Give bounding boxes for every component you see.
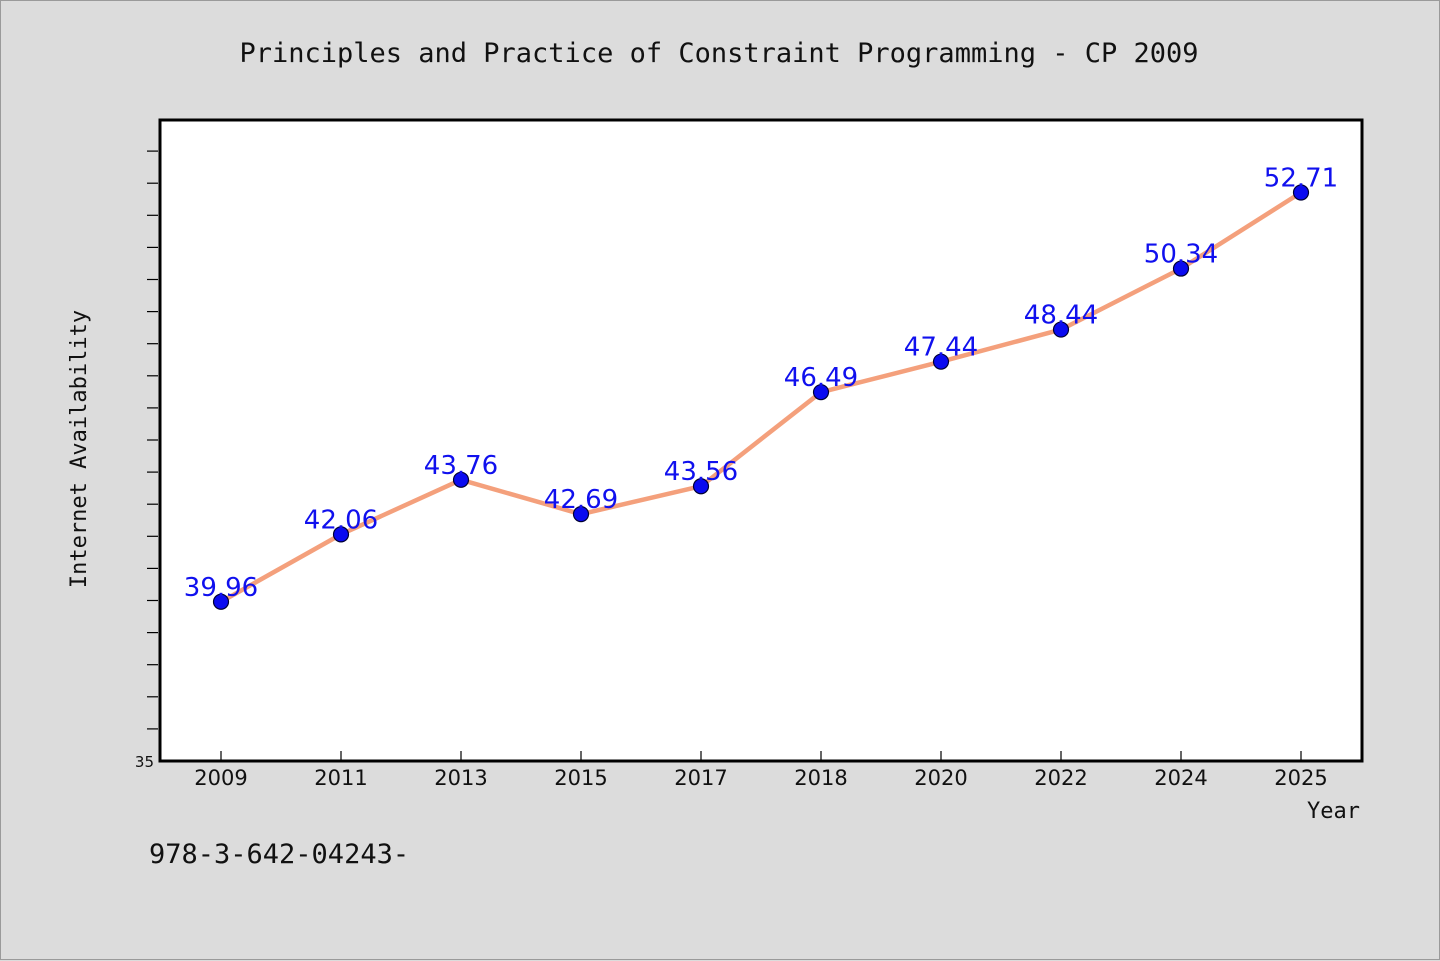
data-point (572, 506, 590, 523)
data-point (1052, 321, 1070, 338)
data-label: 52.71 (1264, 164, 1338, 194)
data-point (452, 471, 470, 488)
data-point (812, 384, 830, 401)
y-tick-label: 35 (135, 753, 154, 771)
data-labels: 39.96 42.06 43.76 42.69 43.56 46.49 47.44 48.44… (184, 164, 1338, 603)
data-label: 46.49 (784, 363, 858, 393)
data-point (332, 526, 350, 543)
data-label: 39.96 (184, 573, 258, 603)
y-axis-ticks: 35 (135, 150, 158, 771)
chart-title: Principles and Practice of Constraint Pr… (239, 38, 1198, 69)
footnote-isbn: 978-3-642-04243- (149, 839, 409, 870)
series-line (218, 190, 1304, 605)
x-tick-label: 2009 (194, 766, 247, 790)
data-label: 47.44 (904, 333, 978, 363)
x-axis-tick-labels: 2009 2011 2013 2015 2017 2018 2020 2022 2024 2025 (194, 751, 1328, 790)
x-tick-label: 2022 (1034, 766, 1087, 790)
data-label: 50.34 (1144, 240, 1218, 270)
data-point (212, 593, 230, 610)
data-label: 42.69 (544, 485, 618, 515)
data-label: 43.56 (664, 457, 738, 487)
x-tick-label: 2018 (794, 766, 847, 790)
x-tick-label: 2020 (914, 766, 967, 790)
x-tick-label: 2017 (674, 766, 727, 790)
data-label: 42.06 (304, 505, 378, 535)
series-line-group (218, 190, 1304, 605)
x-tick-label: 2011 (314, 766, 367, 790)
data-label: 48.44 (1024, 301, 1098, 331)
data-point (932, 353, 950, 370)
data-point (1172, 260, 1190, 277)
x-tick-label: 2025 (1274, 766, 1327, 790)
y-axis-title: Internet Availability (67, 310, 92, 588)
data-point (1292, 184, 1310, 201)
x-tick-label: 2015 (554, 766, 607, 790)
x-axis-title: Year (1307, 799, 1360, 824)
data-label: 43.76 (424, 451, 498, 481)
x-tick-label: 2013 (434, 766, 487, 790)
data-point (692, 478, 710, 495)
x-tick-label: 2024 (1154, 766, 1207, 790)
data-points (212, 184, 1310, 610)
